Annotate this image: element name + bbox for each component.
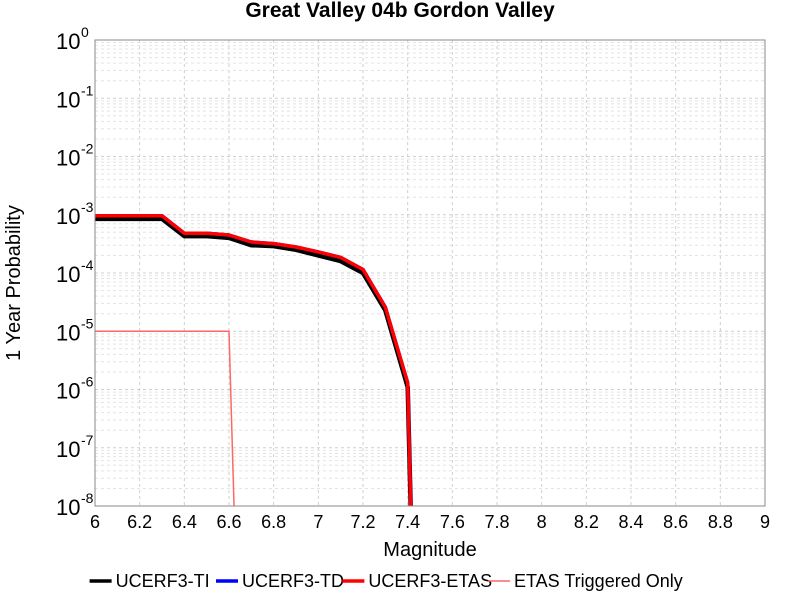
y-tick-base: 10: [56, 204, 80, 229]
legend-label: UCERF3-TD: [242, 571, 344, 591]
legend-label: UCERF3-TI: [116, 571, 210, 591]
x-tick-label: 8.2: [574, 512, 599, 532]
y-tick-exponent: -5: [81, 315, 94, 331]
legend-item: UCERF3-ETAS: [342, 571, 492, 591]
y-tick-base: 10: [56, 320, 80, 345]
x-tick-label: 7: [313, 512, 323, 532]
x-tick-label: 8: [537, 512, 547, 532]
y-tick-base: 10: [56, 262, 80, 287]
x-tick-label: 8.4: [618, 512, 643, 532]
legend-label: ETAS Triggered Only: [514, 571, 683, 591]
series-lines: [95, 214, 413, 506]
plot-area: [94, 39, 766, 507]
y-axis-label: 1 Year Probability: [3, 205, 25, 361]
legend-item: UCERF3-TD: [216, 571, 344, 591]
x-tick-label: 8.6: [663, 512, 688, 532]
y-tick-exponent: -6: [81, 374, 94, 390]
y-tick-exponent: -3: [81, 199, 94, 215]
x-tick-label: 6.4: [172, 512, 197, 532]
x-tick-label: 6.8: [261, 512, 286, 532]
y-tick-exponent: -8: [81, 490, 94, 506]
x-tick-label: 6.6: [216, 512, 241, 532]
y-tick-base: 10: [56, 437, 80, 462]
y-tick-exponent: -4: [81, 257, 94, 273]
x-axis-label: Magnitude: [383, 539, 476, 561]
y-tick-base: 10: [56, 29, 80, 54]
x-tick-label: 9: [760, 512, 770, 532]
y-tick-base: 10: [56, 379, 80, 404]
x-tick-label: 7.2: [350, 512, 375, 532]
grid: [94, 39, 766, 507]
series-line-etas-triggered-only: [95, 330, 235, 506]
legend-item: UCERF3-TI: [89, 571, 210, 591]
x-tick-label: 7.8: [484, 512, 509, 532]
x-tick-label: 7.4: [395, 512, 420, 532]
x-tick-labels: 6 6.2 6.4 6.6 6.8 7 7.2 7.4 7.6 7.8 8 8.2 8.4 8.6 8.8 9: [90, 512, 770, 532]
x-tick-label: 6.2: [127, 512, 152, 532]
y-tick-base: 10: [56, 495, 80, 520]
y-tick-exponent: -1: [81, 82, 94, 98]
x-tick-label: 8.8: [708, 512, 733, 532]
legend-item: ETAS Triggered Only: [488, 571, 683, 591]
x-tick-label: 6: [90, 512, 100, 532]
y-tick-base: 10: [56, 87, 80, 112]
y-tick-exponent: -7: [81, 432, 94, 448]
legend-label: UCERF3-ETAS: [368, 571, 492, 591]
y-tick-exponent: 0: [81, 24, 89, 40]
y-tick-exponent: -2: [81, 141, 94, 157]
legend: UCERF3-TI UCERF3-TD UCERF3-ETAS ETAS Trigge…: [89, 571, 683, 591]
y-tick-base: 10: [56, 146, 80, 171]
series-line-ucerf3-etas: [95, 214, 413, 506]
x-tick-label: 7.6: [440, 512, 465, 532]
chart-title: Great Valley 04b Gordon Valley: [245, 0, 555, 22]
